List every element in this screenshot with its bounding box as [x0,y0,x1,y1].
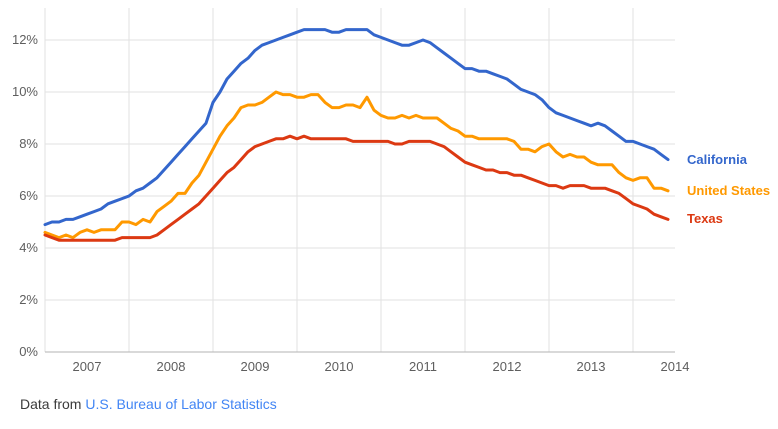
footer-text: Data from [20,396,86,412]
x-tick-label: 2011 [409,359,437,374]
legend-label-united-states: United States [687,182,771,198]
legend-label-california: California [687,151,747,167]
y-tick-label: 10% [12,84,38,99]
x-tick-label: 2014 [661,359,690,374]
bls-link[interactable]: U.S. Bureau of Labor Statistics [85,396,277,412]
x-tick-label: 2012 [493,359,522,374]
y-tick-label: 8% [19,136,38,151]
x-tick-label: 2007 [73,359,102,374]
y-tick-label: 12% [12,32,38,47]
x-tick-label: 2010 [325,359,354,374]
line-chart: 0% 2% 4% 6% 8% 10% 12% 2007 2008 2009 2010 2011 2012… [12,8,690,374]
x-tick-label: 2009 [241,359,270,374]
x-tick-label: 2008 [157,359,186,374]
x-tick-label: 2013 [577,359,606,374]
series-line-texas [43,134,670,242]
y-tick-label: 4% [19,240,38,255]
y-tick-label: 2% [19,292,38,307]
series-line-california [43,28,670,227]
legend-label-texas: Texas [687,211,723,227]
y-tick-label: 0% [19,344,38,359]
series-line-united-states [43,90,670,240]
data-source-note: Data from U.S. Bureau of Labor Statistic… [20,396,277,412]
y-tick-label: 6% [19,188,38,203]
